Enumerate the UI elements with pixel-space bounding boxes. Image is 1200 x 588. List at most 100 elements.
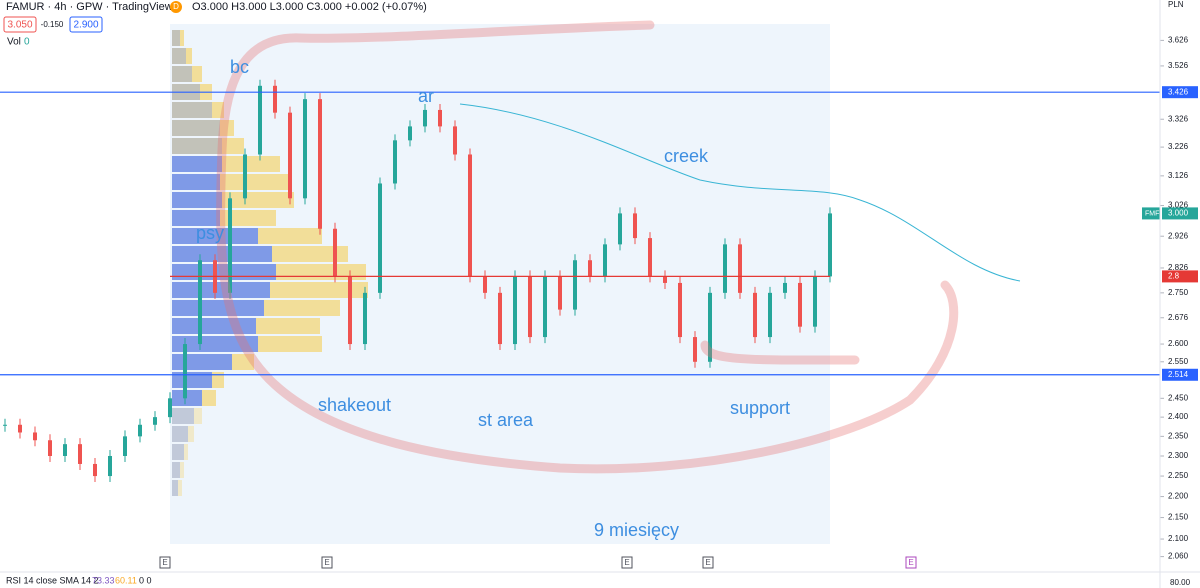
candle bbox=[798, 282, 802, 327]
y-tick-label: 2.150 bbox=[1168, 513, 1189, 522]
candle bbox=[618, 213, 622, 245]
rsi-axis-label: 80.00 bbox=[1170, 578, 1191, 587]
profile-up bbox=[172, 300, 264, 316]
price-tag-box bbox=[1162, 207, 1198, 220]
level-tag bbox=[1162, 270, 1198, 283]
earnings-label: E bbox=[624, 558, 629, 567]
y-tick-label: 3.126 bbox=[1168, 171, 1189, 180]
candle bbox=[708, 292, 712, 362]
price-tag-label: 3.000 bbox=[1168, 209, 1189, 218]
earnings-box bbox=[905, 556, 917, 569]
earnings-box bbox=[159, 556, 171, 569]
annotation: psy bbox=[196, 223, 224, 243]
profile-up bbox=[172, 30, 180, 46]
profile-up bbox=[172, 120, 220, 136]
annotation: bc bbox=[230, 57, 249, 77]
profile-up bbox=[172, 138, 222, 154]
profile-up bbox=[172, 480, 178, 496]
candle bbox=[63, 444, 67, 456]
earnings-label: E bbox=[324, 558, 329, 567]
candle bbox=[153, 417, 157, 425]
profile-up bbox=[172, 66, 192, 82]
candle bbox=[18, 424, 22, 433]
y-tick-label: 2.600 bbox=[1168, 339, 1189, 348]
profile-total bbox=[172, 102, 224, 118]
profile-up bbox=[172, 282, 270, 298]
buy-price[interactable]: 2.900 bbox=[73, 20, 98, 31]
profile-total bbox=[172, 444, 188, 460]
rsi-label: RSI 14 close SMA 14 2 bbox=[6, 575, 99, 585]
rsi-sma: 60.11 bbox=[115, 575, 137, 585]
earnings-box bbox=[321, 556, 333, 569]
spread: -0.150 bbox=[41, 20, 64, 29]
earnings-box bbox=[621, 556, 633, 569]
candle bbox=[318, 99, 322, 229]
profile-total bbox=[172, 462, 184, 478]
flag-text: D bbox=[173, 2, 179, 11]
earnings-box bbox=[702, 556, 714, 569]
candle bbox=[453, 126, 457, 155]
price-axis: 3.626 3.526 3.326 3.226 3.126 3.026 2.926 2.826… bbox=[1160, 35, 1189, 561]
candle bbox=[348, 276, 352, 345]
candle bbox=[588, 260, 592, 277]
sell-price[interactable]: 3.050 bbox=[7, 20, 32, 31]
levels: 3.426 2.514 2.8 FMF 3.000 bbox=[0, 86, 1198, 381]
candle bbox=[663, 276, 667, 283]
y-tick-label: 2.826 bbox=[1168, 263, 1189, 272]
profile-total bbox=[172, 480, 182, 496]
y-tick-label: 2.550 bbox=[1168, 357, 1189, 366]
y-tick-label: 2.926 bbox=[1168, 231, 1189, 240]
profile-up bbox=[172, 156, 222, 172]
y-tick-label: 2.350 bbox=[1168, 431, 1189, 440]
sell-button[interactable] bbox=[3, 16, 37, 33]
volume-value: 0 bbox=[24, 37, 30, 48]
candle bbox=[168, 398, 172, 418]
candle bbox=[438, 109, 442, 127]
volume-profile bbox=[172, 30, 368, 496]
candle bbox=[93, 463, 97, 477]
flag bbox=[170, 1, 182, 13]
earnings-label: E bbox=[162, 558, 167, 567]
candle bbox=[573, 260, 577, 310]
profile-total bbox=[172, 48, 192, 64]
profile-up bbox=[172, 210, 220, 226]
level-tag bbox=[1162, 368, 1198, 381]
y-tick-label: 2.450 bbox=[1168, 393, 1189, 402]
y-tick-label: 3.026 bbox=[1168, 201, 1189, 210]
earnings-label: E bbox=[908, 558, 913, 567]
level-label: 2.514 bbox=[1168, 370, 1189, 379]
candles bbox=[3, 79, 832, 483]
candle bbox=[483, 276, 487, 293]
candle bbox=[303, 99, 307, 199]
moving-average bbox=[459, 103, 1021, 282]
candle bbox=[528, 276, 532, 338]
y-tick-label: 3.226 bbox=[1168, 142, 1189, 151]
rsi-value: 73.33 bbox=[92, 575, 115, 585]
candle bbox=[198, 260, 202, 345]
y-tick-label: 2.676 bbox=[1168, 313, 1189, 322]
candle bbox=[33, 432, 37, 441]
candle bbox=[723, 244, 727, 293]
profile-up bbox=[172, 174, 220, 190]
y-tick-label: 2.750 bbox=[1168, 288, 1189, 297]
y-tick-label: 3.626 bbox=[1168, 35, 1189, 44]
candle bbox=[288, 112, 292, 199]
profile-total bbox=[172, 426, 194, 442]
candle bbox=[498, 292, 502, 345]
candle bbox=[333, 228, 337, 277]
candle bbox=[123, 436, 127, 456]
buy-button[interactable] bbox=[69, 16, 103, 33]
candle bbox=[48, 440, 52, 456]
volume-label: Vol bbox=[7, 37, 21, 48]
candle bbox=[648, 238, 652, 277]
profile-total bbox=[172, 30, 184, 46]
y-tick-label: 2.060 bbox=[1168, 552, 1189, 561]
level-label: 2.8 bbox=[1168, 272, 1180, 281]
candle bbox=[633, 213, 637, 239]
candle bbox=[813, 276, 817, 327]
profile-up bbox=[172, 444, 184, 460]
profile-up bbox=[172, 354, 232, 370]
price-tag-name: FMF bbox=[1145, 210, 1159, 217]
annotation: support bbox=[730, 398, 790, 418]
